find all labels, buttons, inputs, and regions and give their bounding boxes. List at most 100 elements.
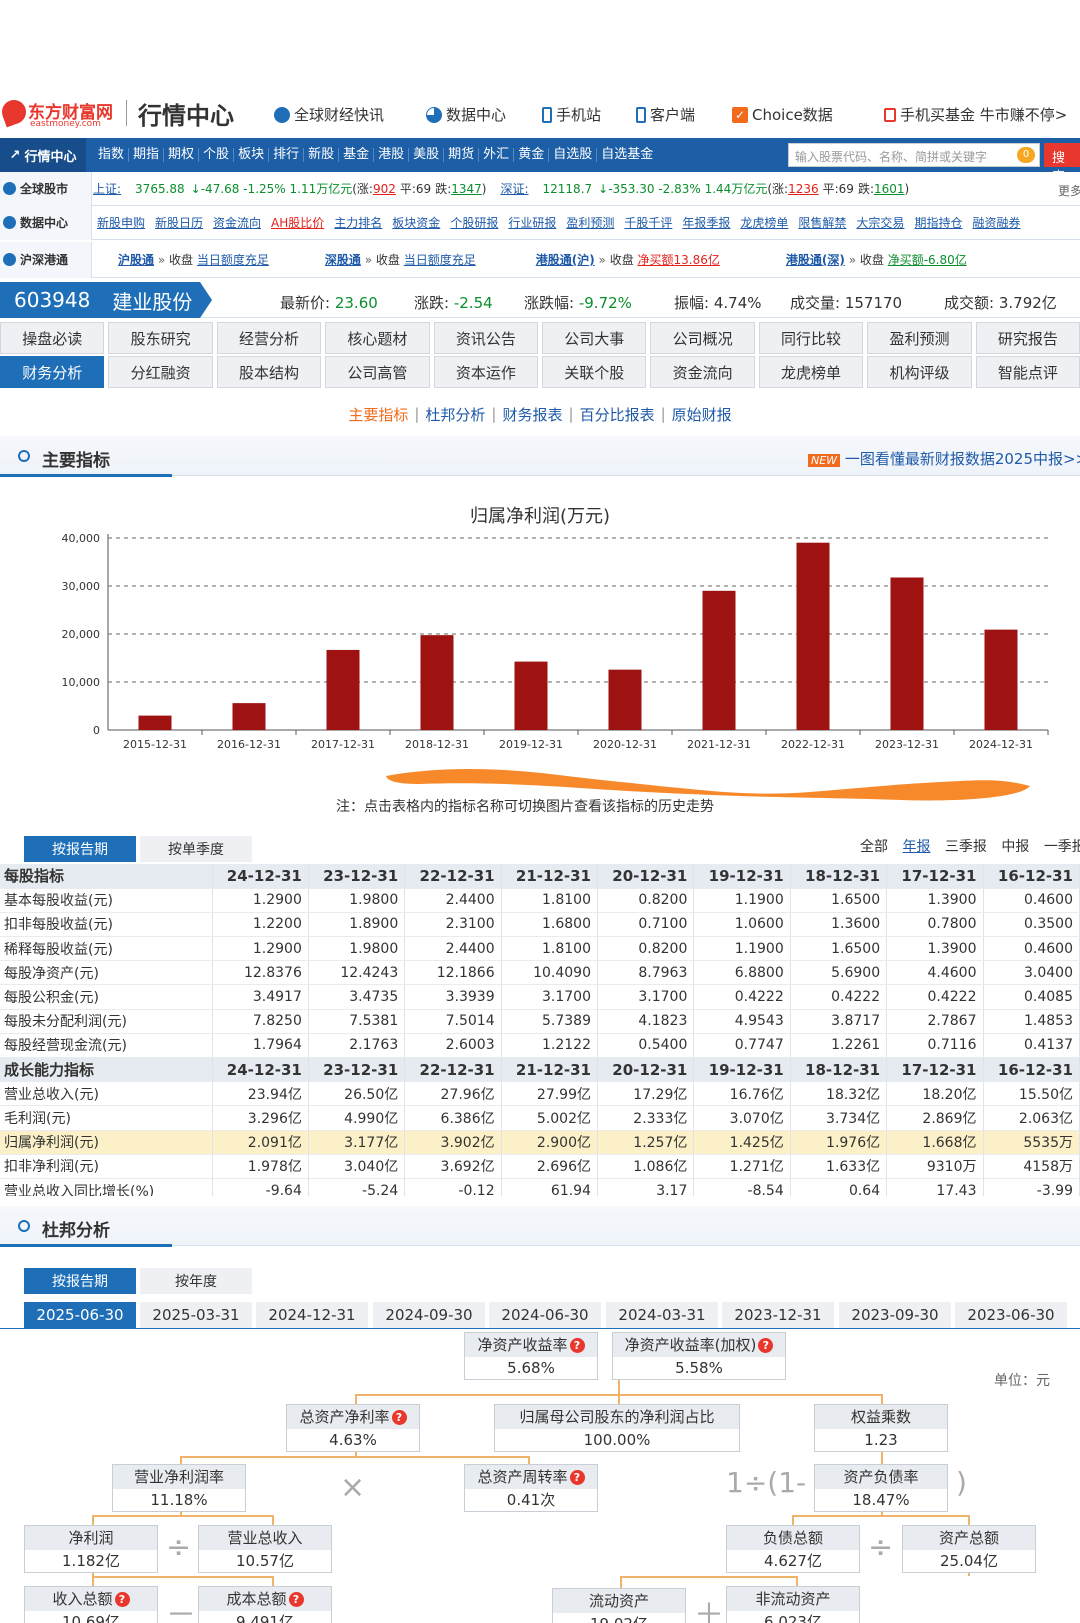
nav-item[interactable]: 美股 <box>409 148 445 162</box>
table-row[interactable]: 稀释每股收益(元) 1.2900 1.9800 2.4400 1.8100 0.8200 1… <box>0 936 1080 962</box>
indicator-name-cell[interactable]: 毛利润(元) <box>0 1105 213 1131</box>
period-q1[interactable]: 一季报 <box>1043 839 1080 855</box>
data-link[interactable]: 期指持仓 <box>914 216 963 230</box>
tab[interactable]: 研究报告 <box>975 322 1080 354</box>
table-row[interactable]: 毛利润(元) 3.296亿 4.990亿 6.386亿 5.002亿 2.333亿 3.07… <box>0 1105 1080 1131</box>
tab[interactable]: 操盘必读 <box>0 322 105 354</box>
date-tab[interactable]: 2024-09-30 <box>373 1302 485 1328</box>
date-tab[interactable]: 2024-12-31 <box>256 1302 368 1328</box>
chart-bar[interactable] <box>420 635 454 730</box>
data-link[interactable]: 千股千评 <box>624 216 673 230</box>
tab[interactable]: 智能点评 <box>975 356 1080 388</box>
connect-name[interactable]: 港股通(沪) <box>535 253 595 267</box>
date-tab[interactable]: 2024-06-30 <box>489 1302 601 1328</box>
data-link[interactable]: AH股比价 <box>271 216 325 230</box>
tab[interactable]: 龙虎榜单 <box>758 356 864 388</box>
help-icon[interactable]: ? <box>569 1338 585 1353</box>
data-link[interactable]: 融资融券 <box>972 216 1021 230</box>
chart-bar[interactable] <box>796 542 830 730</box>
data-link[interactable]: 新股日历 <box>155 216 204 230</box>
logo-text[interactable]: 东方财富网 <box>28 103 113 123</box>
sh-up-count[interactable]: 902 <box>372 181 396 196</box>
date-tab[interactable]: 2025-03-31 <box>140 1302 252 1328</box>
search-button[interactable]: 搜索 <box>1044 143 1080 185</box>
date-tab[interactable]: 2023-09-30 <box>839 1302 951 1328</box>
table-row[interactable]: 每股净资产(元) 12.8376 12.4243 12.1866 10.4090 8.79… <box>0 960 1080 986</box>
sh-index-link[interactable]: 上证: <box>93 182 122 196</box>
net-margin-box[interactable]: 营业净利润率 11.18% <box>112 1464 246 1512</box>
table-row[interactable]: 每股经营现金流(元) 1.7964 2.1763 2.6003 1.2122 0.5400… <box>0 1033 1080 1059</box>
dupont-by-year-tab[interactable]: 按年度 <box>140 1268 252 1294</box>
table-row[interactable]: 归属净利润(元) 2.091亿 3.177亿 3.902亿 2.900亿 1.257亿 1.… <box>0 1130 1080 1155</box>
chart-bar[interactable] <box>702 590 736 730</box>
table-row[interactable]: 营业总收入同比增长(%) -9.64 -5.24 -0.12 61.94 3.17 -8.5… <box>0 1178 1080 1196</box>
more-link[interactable]: 更多 <box>1058 184 1080 198</box>
nav-item[interactable]: 黄金 <box>514 148 550 162</box>
subtab-percentage[interactable]: 百分比报表 <box>579 405 655 424</box>
total-assets-box[interactable]: 资产总额 25.04亿 <box>902 1525 1036 1573</box>
date-tab[interactable]: 2025-06-30 <box>24 1302 136 1328</box>
indicator-name-cell[interactable]: 每股经营现金流(元) <box>0 1033 213 1059</box>
date-tab[interactable]: 2023-06-30 <box>955 1302 1067 1328</box>
nav-item[interactable]: 期指 <box>129 148 165 162</box>
help-icon[interactable]: ? <box>288 1592 304 1607</box>
help-icon[interactable]: ? <box>758 1338 774 1353</box>
nav-item[interactable]: 指数 <box>94 148 130 162</box>
nav-item[interactable]: 港股 <box>374 148 410 162</box>
data-link[interactable]: 盈利预测 <box>566 216 615 230</box>
tab[interactable]: 公司高管 <box>325 356 430 388</box>
tab[interactable]: 资金流向 <box>650 356 755 388</box>
equity-multiplier-box[interactable]: 权益乘数 1.23 <box>814 1404 948 1452</box>
tab-financial-analysis[interactable]: 财务分析 <box>0 356 105 388</box>
tab[interactable]: 股东研究 <box>108 322 213 354</box>
tab[interactable]: 股本结构 <box>216 356 322 388</box>
indicator-name-cell[interactable]: 营业总收入(元) <box>0 1081 213 1107</box>
roa-box[interactable]: 总资产净利率? 4.63% <box>286 1404 420 1452</box>
fund-promo-link[interactable]: 手机买基金 牛市赚不停> <box>884 104 1067 125</box>
chart-bar[interactable] <box>514 661 548 730</box>
tab[interactable]: 资讯公告 <box>433 322 539 354</box>
noncurrent-assets-box[interactable]: 非流动资产 6.023亿 <box>726 1586 860 1623</box>
subtab-statements[interactable]: 财务报表 <box>502 405 563 424</box>
parent-ratio-box[interactable]: 归属母公司股东的净利润占比 100.00% <box>494 1404 740 1452</box>
cost-total-box[interactable]: 成本总额? 9.491亿 <box>198 1586 332 1623</box>
sz-down-count[interactable]: 1601 <box>873 181 905 196</box>
subtab-original[interactable]: 原始财报 <box>671 405 732 424</box>
period-annual[interactable]: 年报 <box>902 839 931 855</box>
report-promo-link[interactable]: NEW 一图看懂最新财报数据2025中报>> <box>808 448 1080 469</box>
help-icon[interactable]: ? <box>391 1410 407 1425</box>
data-link[interactable]: 新股申购 <box>97 216 146 230</box>
help-icon[interactable]: ? <box>114 1592 130 1607</box>
client-link[interactable]: 客户端 <box>636 104 695 125</box>
chart-bar[interactable] <box>984 629 1018 730</box>
tab[interactable]: 盈利预测 <box>867 322 972 354</box>
sz-index-link[interactable]: 深证: <box>500 182 529 196</box>
asset-turnover-box[interactable]: 总资产周转率? 0.41次 <box>464 1464 598 1512</box>
tab[interactable]: 经营分析 <box>216 322 322 354</box>
table-row[interactable]: 每股未分配利润(元) 7.8250 7.5381 7.5014 5.7389 4.1823… <box>0 1009 1080 1034</box>
nav-item[interactable]: 基金 <box>339 148 375 162</box>
indicator-name-cell[interactable]: 每股公积金(元) <box>0 984 213 1010</box>
indicator-name-cell[interactable]: 每股净资产(元) <box>0 960 213 986</box>
chart-bar[interactable] <box>232 703 266 730</box>
data-center-link[interactable]: 数据中心 <box>426 104 506 125</box>
data-link[interactable]: 年报季报 <box>682 216 731 230</box>
by-single-quarter-tab[interactable]: 按单季度 <box>140 836 252 862</box>
period-q3[interactable]: 三季报 <box>944 839 987 855</box>
tab[interactable]: 资本运作 <box>433 356 539 388</box>
subtab-main-indicators[interactable]: 主要指标 <box>348 405 409 424</box>
net-profit-box[interactable]: 净利润 1.182亿 <box>24 1525 158 1573</box>
nav-item[interactable]: 板块 <box>234 148 270 162</box>
nav-item[interactable]: 外汇 <box>479 148 515 162</box>
connect-name[interactable]: 沪股通 <box>118 253 155 267</box>
mobile-site-link[interactable]: 手机站 <box>542 104 601 125</box>
connect-name[interactable]: 深股通 <box>324 253 361 267</box>
table-row[interactable]: 扣非净利润(元) 1.978亿 3.040亿 3.692亿 2.696亿 1.086亿 1.… <box>0 1154 1080 1179</box>
dupont-by-report-tab[interactable]: 按报告期 <box>24 1268 136 1294</box>
tab[interactable]: 公司大事 <box>542 322 647 354</box>
chart-bar[interactable] <box>138 715 172 730</box>
tab[interactable]: 分红融资 <box>108 356 213 388</box>
period-all[interactable]: 全部 <box>860 839 888 855</box>
current-assets-box[interactable]: 流动资产 19.02亿 <box>552 1588 686 1623</box>
data-link[interactable]: 个股研报 <box>450 216 499 230</box>
